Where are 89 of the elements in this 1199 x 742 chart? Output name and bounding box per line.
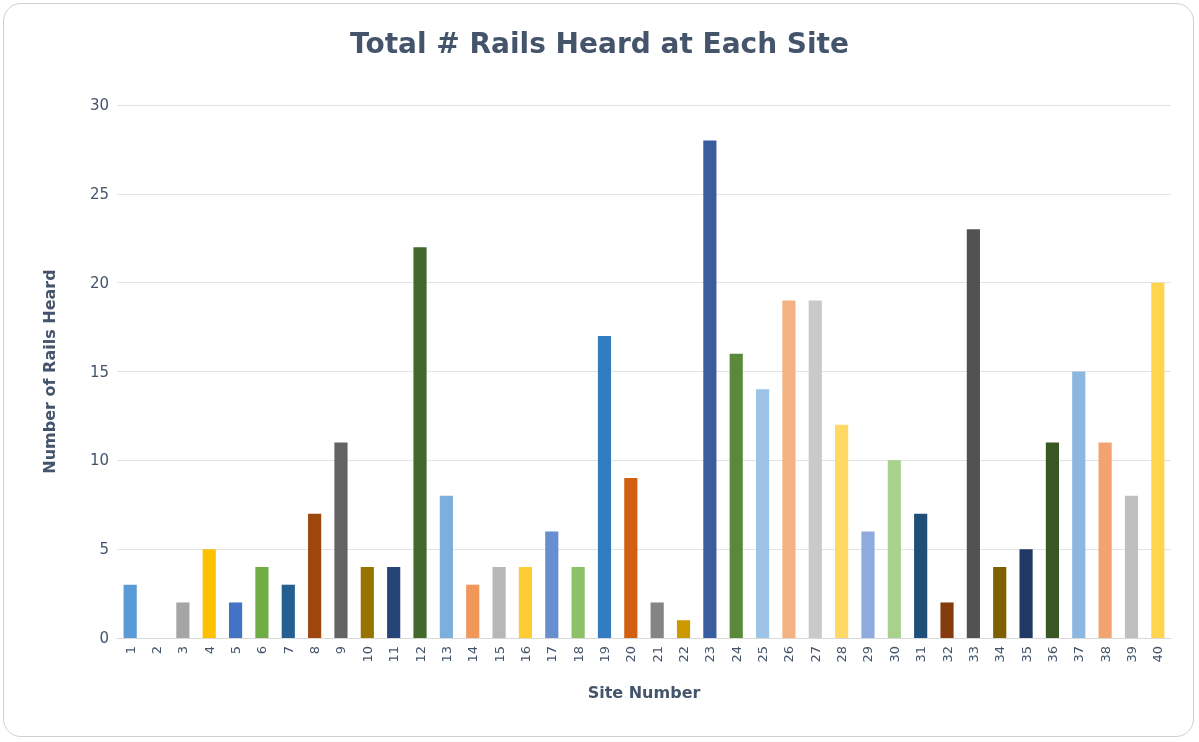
x-tick-label: 15 [491, 646, 507, 663]
x-tick-label: 26 [781, 646, 797, 663]
x-tick-label: 27 [807, 646, 823, 663]
bar [676, 620, 691, 638]
x-tick-label: 12 [412, 646, 428, 663]
y-axis-title: Number of Rails Heard [39, 269, 59, 474]
x-tick-label: 33 [965, 646, 981, 663]
x-tick-label: 24 [728, 646, 744, 663]
bar [281, 584, 295, 638]
bar [755, 389, 770, 638]
bar [1019, 549, 1033, 638]
bar [545, 531, 559, 638]
y-tick-label: 20 [89, 273, 109, 292]
x-tick-label: 37 [1071, 646, 1087, 663]
bar [887, 460, 901, 638]
bar [360, 566, 374, 638]
x-tick-label: 1 [122, 646, 138, 655]
bar [624, 478, 638, 638]
bar [861, 531, 875, 638]
x-axis-title: Site Number [587, 682, 701, 702]
bar [1151, 282, 1165, 638]
bar [1124, 495, 1139, 638]
x-tick-label: 20 [623, 646, 639, 663]
y-tick-label: 25 [89, 184, 109, 203]
bar [466, 584, 480, 638]
x-tick-label: 4 [201, 646, 217, 655]
x-tick-label: 29 [860, 646, 876, 663]
x-tick-label: 16 [517, 646, 533, 663]
x-tick-label: 40 [1150, 646, 1166, 663]
x-tick-label: 13 [438, 646, 454, 663]
y-tick-label: 30 [89, 96, 109, 114]
y-tick-label: 0 [99, 629, 109, 647]
bar [1045, 442, 1060, 638]
bar [439, 495, 453, 638]
x-tick-label: 9 [333, 646, 349, 655]
bar [782, 300, 796, 638]
x-tick-label: 35 [1018, 646, 1034, 663]
x-tick-label: 17 [544, 646, 560, 663]
chart-title: Total # Rails Heard at Each Site [350, 26, 849, 60]
bar [202, 549, 216, 638]
x-tick-label: 2 [149, 646, 165, 655]
bar [571, 566, 585, 638]
bar [123, 584, 137, 638]
x-tick-label: 36 [1044, 646, 1060, 663]
bar [597, 335, 612, 638]
x-tick-label: 39 [1123, 646, 1139, 663]
x-tick-label: 34 [992, 646, 1008, 663]
x-tick-label: 25 [755, 646, 771, 663]
x-tick-label: 6 [254, 646, 270, 655]
y-tick-label: 5 [99, 540, 109, 559]
y-tick-label: 10 [89, 451, 109, 470]
bar [940, 602, 954, 638]
x-tick-label: 5 [228, 646, 244, 655]
bar [966, 229, 980, 638]
bar [228, 602, 243, 638]
x-tick-label: 7 [280, 646, 296, 655]
x-tick-label: 31 [913, 646, 929, 663]
bar [413, 247, 427, 638]
bar [650, 602, 664, 638]
bar [387, 566, 401, 638]
x-tick-label: 30 [886, 646, 902, 663]
bar [808, 300, 822, 638]
bar [703, 140, 717, 638]
x-tick-label: 19 [596, 646, 612, 663]
x-tick-label: 21 [649, 646, 665, 663]
x-tick-label: 32 [939, 646, 955, 663]
bar [993, 566, 1007, 638]
bar [1072, 371, 1086, 638]
x-tick-label: 8 [307, 646, 323, 655]
bar [518, 566, 533, 638]
y-tick-label: 15 [89, 362, 109, 381]
x-tick-label: 14 [465, 646, 481, 663]
x-tick-label: 38 [1097, 646, 1113, 663]
bar [492, 566, 506, 638]
x-tick-label: 18 [570, 646, 586, 663]
bar [835, 424, 849, 638]
bar [255, 566, 269, 638]
x-tick-label: 10 [359, 646, 375, 663]
x-tick-label: 22 [676, 646, 692, 663]
bar [308, 513, 322, 638]
x-tick-label: 11 [386, 646, 402, 663]
bar [176, 602, 190, 638]
x-tick-label: 3 [175, 646, 191, 655]
bar [334, 442, 348, 638]
bar [914, 513, 928, 638]
bar [729, 353, 743, 638]
bar [1098, 442, 1112, 638]
x-tick-label: 28 [834, 646, 850, 663]
x-tick-label: 23 [702, 646, 718, 663]
